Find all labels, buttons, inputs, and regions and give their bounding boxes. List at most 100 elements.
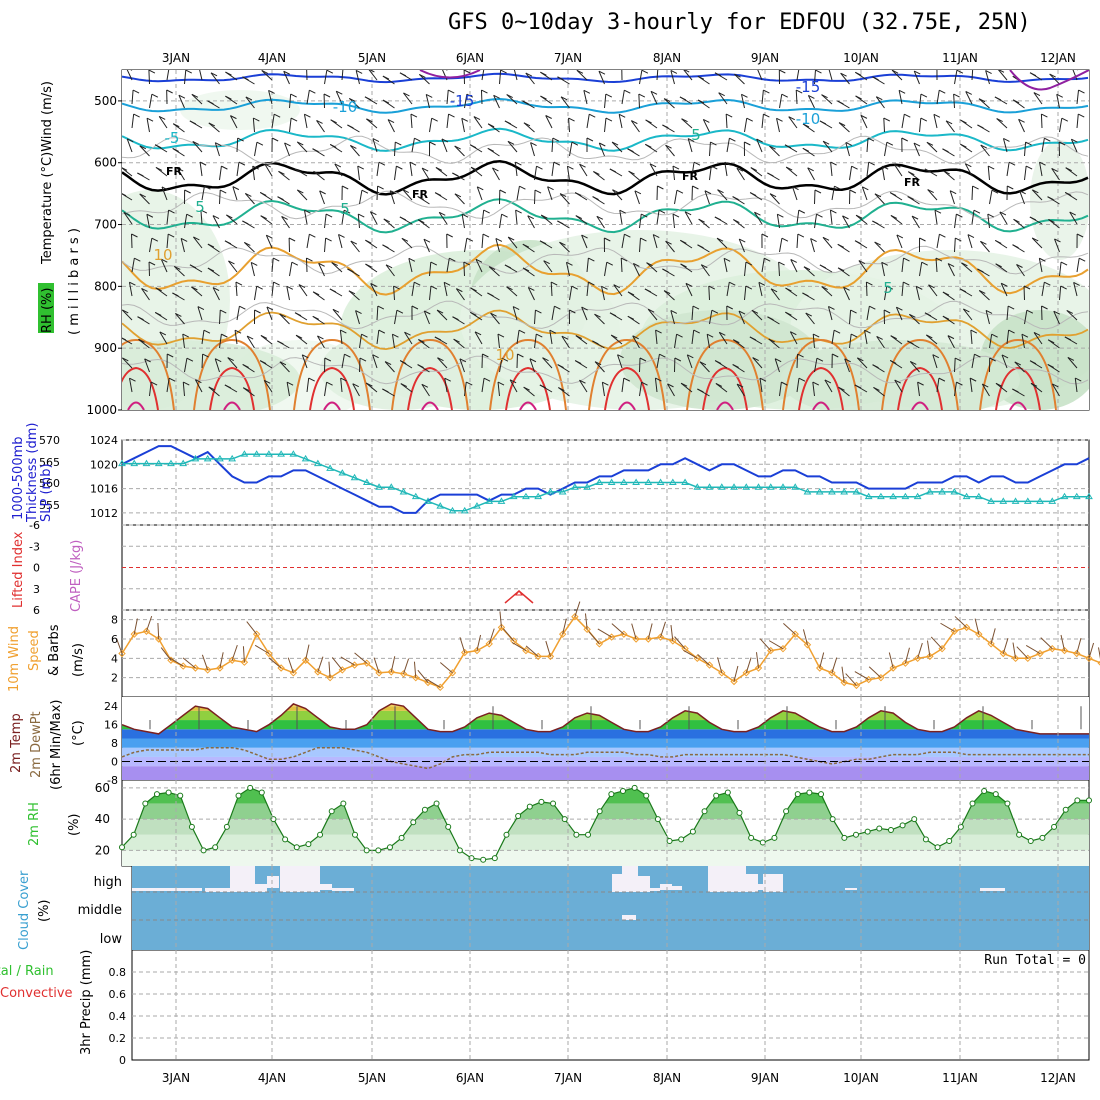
isotherm-line — [122, 243, 1089, 296]
wind-barb — [919, 93, 928, 109]
cloud-block — [320, 884, 332, 890]
wind-barb-small — [219, 652, 224, 669]
wind-barb — [341, 209, 351, 225]
wind-barb — [266, 306, 274, 321]
wind-point — [142, 627, 151, 635]
wind-barb — [137, 172, 150, 181]
wind-barb — [569, 141, 579, 157]
wind-barb — [254, 141, 264, 157]
wind-barb — [234, 329, 242, 345]
cloud-label-b: (%) — [37, 900, 52, 923]
rh-point — [934, 844, 941, 851]
wind-barb — [316, 120, 325, 133]
temp-tick: 24 — [104, 700, 118, 713]
wind-barb-small — [1025, 645, 1041, 654]
wind-barb — [586, 281, 595, 297]
wind-barb — [516, 353, 524, 369]
cold-contour — [1009, 70, 1089, 91]
cloud-block — [255, 884, 267, 892]
wind-barb — [598, 70, 606, 85]
precip-label-a: Total / Rain — [0, 964, 54, 979]
rh-point — [1039, 834, 1046, 841]
wind-barb — [592, 196, 605, 205]
wind-barb — [324, 70, 334, 85]
wind-barb — [909, 361, 920, 373]
wind-point — [534, 652, 542, 661]
wind-barb — [971, 209, 981, 225]
wind-barb — [907, 171, 920, 181]
rh-point — [305, 841, 312, 848]
wind-barb — [672, 213, 680, 229]
wind-barb — [446, 257, 456, 273]
wind-barb — [779, 237, 789, 253]
wind-barb — [814, 70, 822, 85]
wind-barb — [738, 238, 746, 253]
wind-barb — [329, 143, 343, 153]
wind-barb — [895, 306, 903, 321]
thickness-point — [1048, 497, 1057, 504]
upper-air-panel: -15 -10 -5 FR FR FR FR 5 5 5 10 10 -15 -10 5 — [122, 70, 1089, 410]
wind-barb-small — [819, 652, 825, 669]
wind-barb — [715, 383, 728, 393]
rh-point — [911, 816, 918, 823]
thickness-point — [583, 483, 592, 490]
wind-barb — [579, 163, 588, 177]
wind-barb — [1001, 354, 1009, 369]
wind-barb — [844, 358, 851, 373]
wind-barb — [350, 240, 360, 253]
wind-barb-small — [287, 657, 294, 673]
wind-barb — [236, 137, 244, 153]
wind-barb — [949, 190, 957, 205]
wind-barb — [551, 305, 561, 321]
wind-barb — [404, 331, 413, 345]
wind-barb — [954, 357, 962, 373]
wind-barb — [516, 329, 526, 345]
wind-barb — [389, 190, 397, 205]
wind-barb — [543, 260, 553, 273]
wind-barb — [172, 123, 185, 133]
contour-label: 5 — [195, 198, 205, 216]
wind-barb — [665, 144, 675, 157]
wind-barb — [883, 117, 891, 133]
wind-barb — [612, 189, 623, 201]
bottom-date-label: 4JAN — [258, 1071, 286, 1085]
wind-barb — [403, 92, 413, 105]
wind-barb — [1072, 70, 1078, 81]
hot-core-contour — [323, 401, 341, 410]
pressure-tick-label: 500 — [94, 94, 117, 108]
wind-barb — [154, 311, 168, 321]
top-date-label: 9JAN — [751, 51, 779, 65]
wind-barb — [542, 357, 553, 369]
wind-barb — [182, 333, 189, 349]
wind-barb — [376, 329, 386, 345]
wind-barb — [1024, 309, 1034, 325]
wind-barb-small — [670, 624, 674, 641]
slp-tick: 1012 — [90, 507, 118, 520]
wind-barb — [1040, 113, 1048, 129]
wind-barb — [126, 138, 134, 153]
wind-barb — [242, 76, 255, 85]
wind-barb — [348, 290, 360, 301]
wind-barb — [971, 353, 981, 369]
wind-point — [216, 664, 224, 672]
wind-barb — [866, 137, 875, 153]
precip-tick: 0.8 — [109, 966, 127, 979]
contour-label: 5 — [883, 279, 893, 297]
wind-barb — [785, 287, 798, 297]
thickness-point — [497, 497, 506, 504]
wind-barb — [822, 140, 833, 153]
wind-barb — [627, 148, 640, 157]
wind-barb — [499, 70, 507, 85]
cloud-block — [230, 866, 255, 892]
rh-point — [398, 834, 405, 841]
wind-barb — [399, 216, 413, 225]
wind-barb — [796, 377, 806, 393]
wind-barb — [464, 93, 474, 109]
wind-tick: 8 — [111, 614, 118, 627]
wind-barb — [1012, 244, 1025, 253]
wind-barb — [421, 383, 430, 397]
rh-point — [713, 792, 720, 799]
rh-point — [363, 847, 370, 854]
wind-point — [252, 630, 261, 638]
wind-barb-small — [904, 647, 910, 664]
